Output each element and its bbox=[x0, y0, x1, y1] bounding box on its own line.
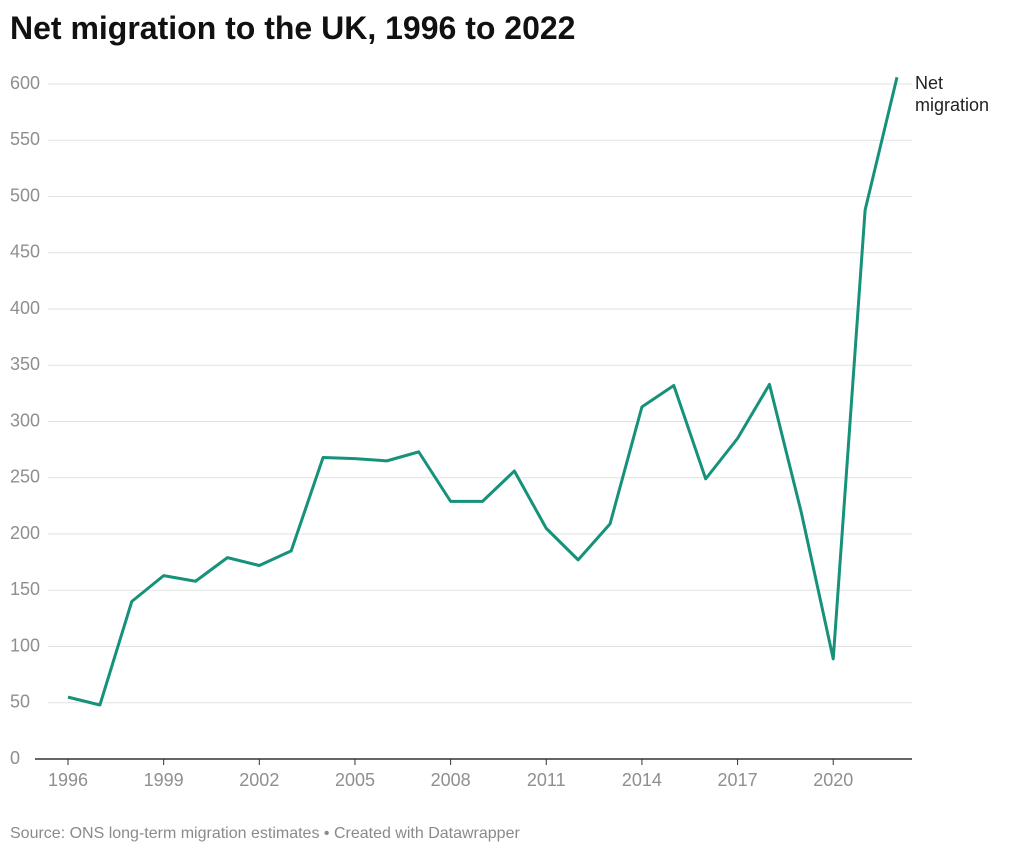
y-tick-label: 150 bbox=[10, 579, 40, 599]
source-note: Source: ONS long-term migration estimate… bbox=[10, 825, 520, 842]
x-tick-label: 1999 bbox=[144, 770, 184, 790]
x-tick-label: 2008 bbox=[431, 770, 471, 790]
y-tick-label: 350 bbox=[10, 354, 40, 374]
y-tick-label: 0 bbox=[10, 748, 20, 768]
y-tick-label: 500 bbox=[10, 185, 40, 205]
y-tick-label: 550 bbox=[10, 129, 40, 149]
x-tick-label: 2020 bbox=[813, 770, 853, 790]
y-tick-label: 600 bbox=[10, 73, 40, 93]
x-tick-label: 1996 bbox=[48, 770, 88, 790]
y-tick-label: 200 bbox=[10, 523, 40, 543]
y-tick-label: 100 bbox=[10, 635, 40, 655]
y-tick-label: 50 bbox=[10, 692, 30, 712]
y-tick-label: 400 bbox=[10, 298, 40, 318]
x-tick-label: 2005 bbox=[335, 770, 375, 790]
x-tick-label: 2002 bbox=[239, 770, 279, 790]
x-tick-label: 2011 bbox=[527, 770, 566, 790]
y-tick-label: 450 bbox=[10, 242, 40, 262]
y-tick-label: 300 bbox=[10, 410, 40, 430]
x-tick-label: 2017 bbox=[718, 770, 758, 790]
x-tick-label: 2014 bbox=[622, 770, 662, 790]
series-label: Net migration bbox=[915, 73, 990, 115]
chart-title: Net migration to the UK, 1996 to 2022 bbox=[10, 10, 576, 46]
series-line bbox=[67, 76, 899, 707]
y-tick-label: 250 bbox=[10, 467, 40, 487]
